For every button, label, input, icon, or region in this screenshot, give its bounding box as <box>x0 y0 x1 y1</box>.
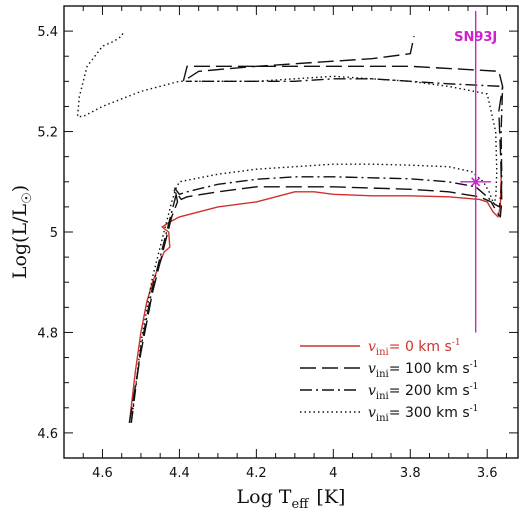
series-line-2 <box>130 78 504 423</box>
x-tick-label: 4.2 <box>246 466 267 481</box>
series-layer <box>76 30 504 423</box>
y-tick-label: 5.4 <box>37 25 58 40</box>
x-tick-label: 3.6 <box>477 466 498 481</box>
y-tick-label: 5.2 <box>37 126 58 141</box>
legend-label-1: vini= 100 km s-1 <box>368 360 478 380</box>
y-tick-label: 5 <box>50 226 58 241</box>
axis-ticks <box>64 6 518 458</box>
sn93j-label: SN93J <box>454 30 497 45</box>
legend-label-0: vini= 0 km s-1 <box>368 338 461 358</box>
x-tick-label: 4.6 <box>92 466 113 481</box>
x-tick-label: 4 <box>329 466 337 481</box>
sn93j-marker <box>471 177 481 187</box>
y-axis-title: Log(L/L☉) <box>9 185 35 279</box>
x-tick-label: 3.8 <box>400 466 421 481</box>
series-line-0 <box>128 166 503 423</box>
series-line-3 <box>76 30 498 423</box>
x-axis-title: Log Teff [K] <box>237 486 346 512</box>
y-tick-label: 4.8 <box>37 326 58 341</box>
x-tick-label: 4.4 <box>169 466 190 481</box>
sn93j-annotation: SN93J <box>454 11 497 333</box>
tick-labels: 4.6 4.4 4.2 4 3.8 3.6 4.6 4.8 5 5.2 5.4 <box>37 25 497 481</box>
y-tick-label: 4.6 <box>37 427 58 442</box>
legend-label-2: vini= 200 km s-1 <box>368 382 478 402</box>
legend-label-3: vini= 300 km s-1 <box>368 404 478 424</box>
